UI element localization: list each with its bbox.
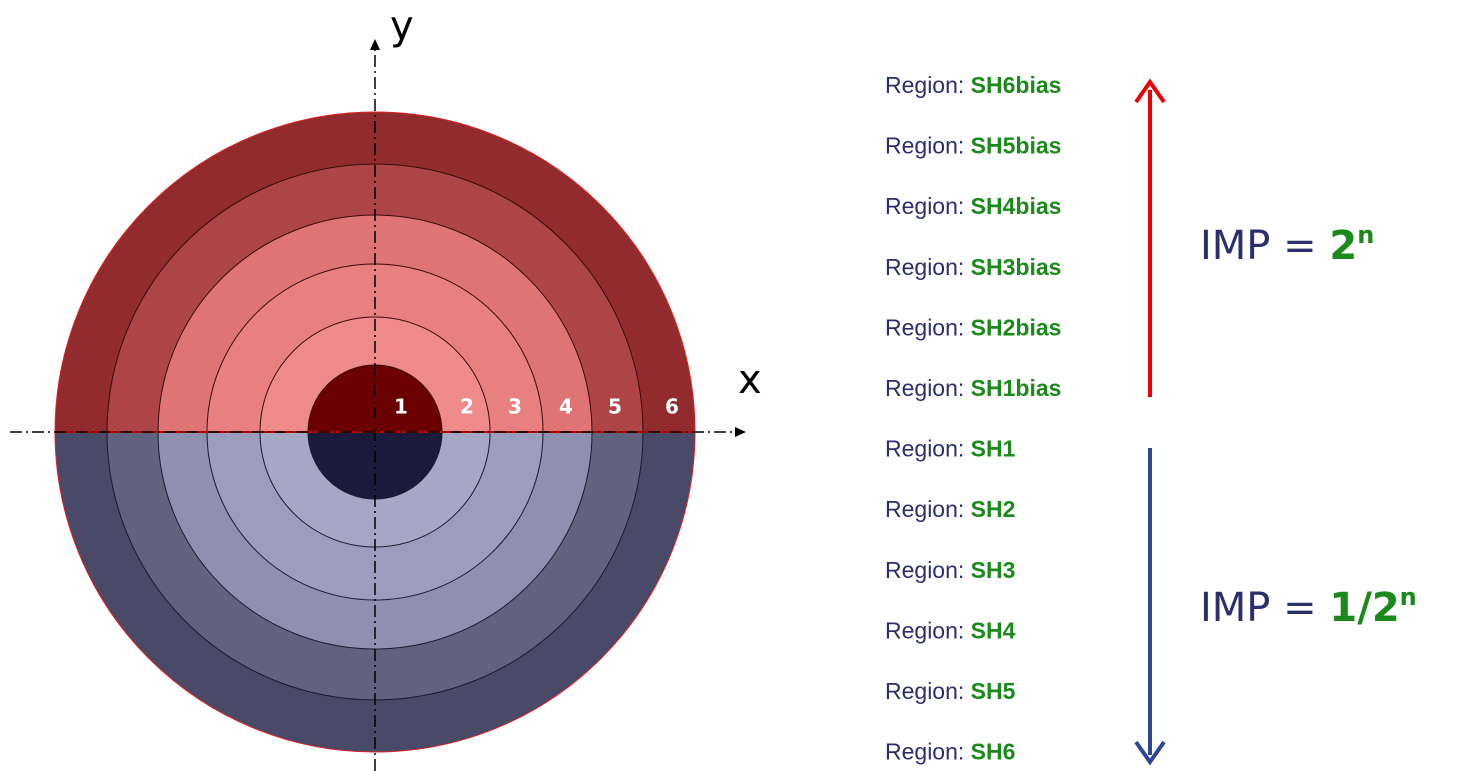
- region-entry: Region: SH4: [885, 617, 1016, 643]
- ring-label: 3: [508, 395, 522, 419]
- region-prefix: Region:: [885, 678, 964, 704]
- region-name: SH2: [971, 496, 1016, 522]
- ring-label: 6: [665, 395, 679, 419]
- region-prefix: Region:: [885, 617, 964, 643]
- region-prefix: Region:: [885, 314, 964, 340]
- region-prefix: Region:: [885, 133, 964, 159]
- region-prefix: Region:: [885, 436, 964, 462]
- y-arrowhead: [370, 39, 380, 50]
- ring-label: 5: [608, 395, 622, 419]
- region-name: SH6bias: [971, 72, 1062, 98]
- ring-label: 4: [559, 395, 573, 419]
- region-name: SH5: [971, 678, 1016, 704]
- region-name: SH4: [971, 617, 1016, 643]
- region-prefix: Region:: [885, 496, 964, 522]
- y-axis-label: y: [390, 3, 414, 49]
- region-prefix: Region:: [885, 375, 964, 401]
- region-entry: Region: SH5bias: [885, 133, 1061, 159]
- formula-text: IMP =: [1200, 223, 1317, 269]
- formula-exponent: n: [1400, 583, 1417, 611]
- region-prefix: Region:: [885, 254, 964, 280]
- down-arrowhead: [1134, 740, 1166, 766]
- region-name: SH6: [971, 739, 1016, 765]
- region-entry: Region: SH1bias: [885, 375, 1061, 401]
- region-prefix: Region:: [885, 739, 964, 765]
- region-name: SH5bias: [971, 133, 1062, 159]
- region-entry: Region: SH6: [885, 739, 1015, 765]
- x-arrowhead: [735, 427, 746, 437]
- region-entry: Region: SH2bias: [885, 314, 1061, 340]
- formula: IMP = 1/2n: [1200, 583, 1417, 631]
- region-entry: Region: SH6bias: [885, 72, 1061, 98]
- region-prefix: Region:: [885, 72, 964, 98]
- region-entry: Region: SH3bias: [885, 254, 1061, 280]
- region-entry: Region: SH2: [885, 496, 1015, 522]
- region-entry: Region: SH5: [885, 678, 1016, 704]
- region-name: SH1: [971, 436, 1016, 462]
- region-prefix: Region:: [885, 557, 964, 583]
- upper-ring: [307, 364, 443, 433]
- region-name: SH3: [971, 557, 1016, 583]
- ring-label: 1: [394, 395, 408, 419]
- region-entry: Region: SH4bias: [885, 193, 1061, 219]
- region-prefix: Region:: [885, 193, 964, 219]
- formula-exponent: n: [1357, 221, 1374, 249]
- region-name: SH3bias: [971, 254, 1062, 280]
- region-name: SH2bias: [971, 314, 1062, 340]
- formula-base: 1/2: [1329, 585, 1399, 631]
- ring-label: 2: [460, 395, 474, 419]
- region-entry: Region: SH3: [885, 557, 1015, 583]
- formula-text: IMP =: [1200, 585, 1317, 631]
- up-arrowhead: [1134, 78, 1166, 104]
- lower-ring: [307, 431, 443, 500]
- region-name: SH1bias: [971, 375, 1062, 401]
- region-entry: Region: SH1: [885, 436, 1016, 462]
- formula-base: 2: [1329, 223, 1357, 269]
- region-name: SH4bias: [971, 193, 1062, 219]
- formula: IMP = 2n: [1200, 221, 1374, 269]
- x-axis-label: x: [738, 357, 762, 403]
